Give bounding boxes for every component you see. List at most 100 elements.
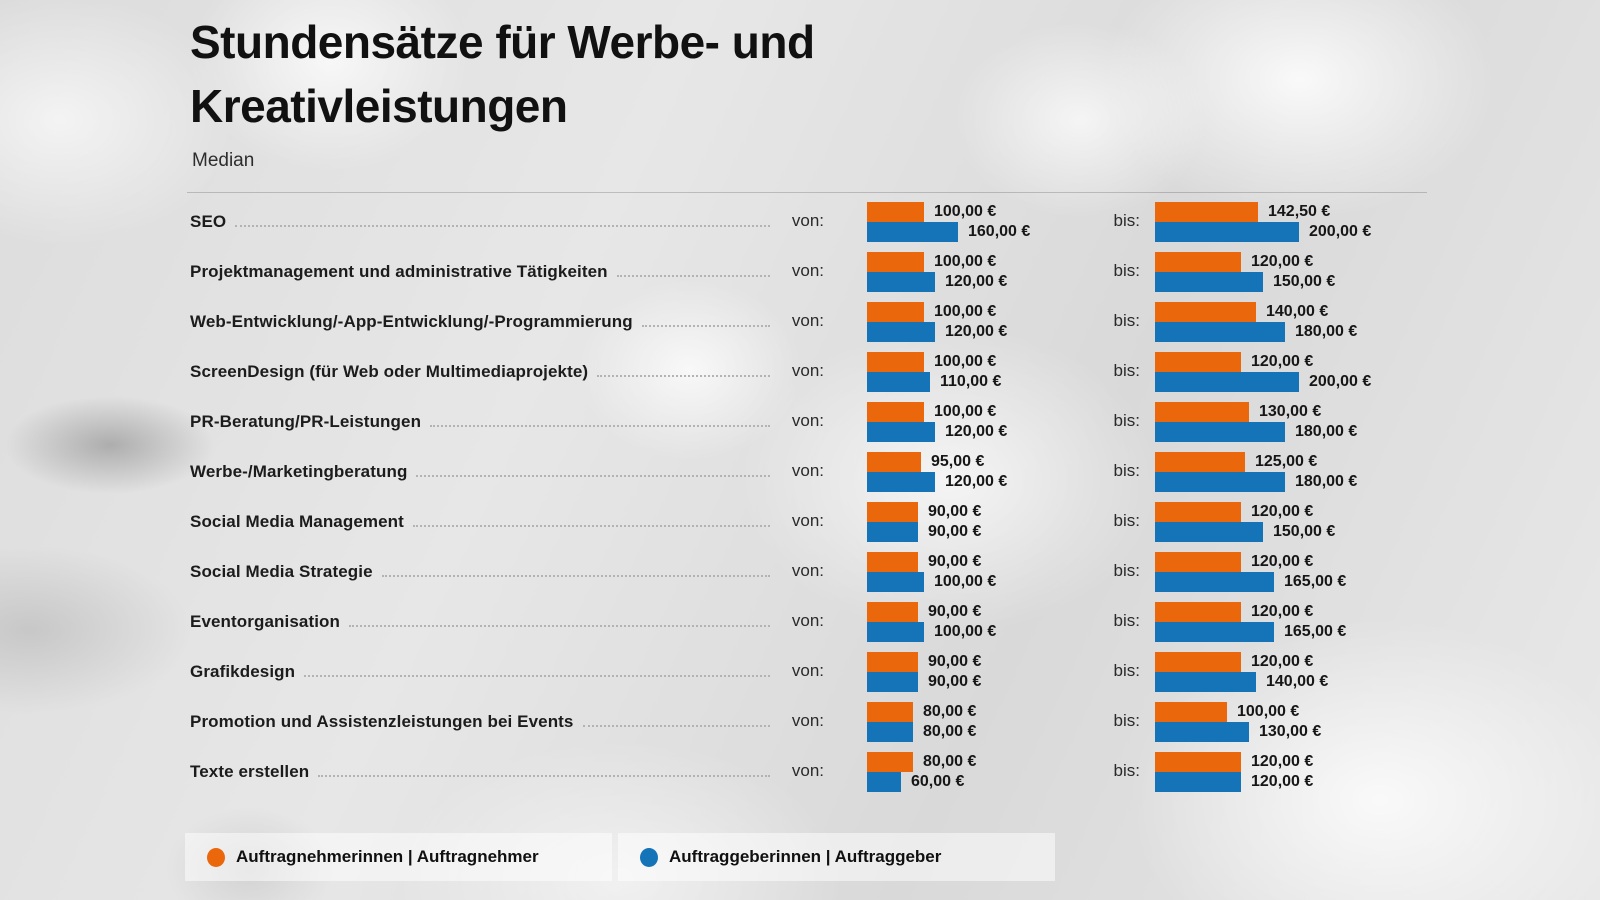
bis-client-line: 130,00 € xyxy=(1155,722,1600,742)
von-prefix: von: xyxy=(791,361,824,380)
bar-contractor-von xyxy=(867,702,913,722)
value-client-von: 80,00 € xyxy=(923,723,977,740)
category: SEO xyxy=(190,212,780,232)
von-contractor-line: 100,00 € xyxy=(867,402,1104,422)
bis-client-line: 200,00 € xyxy=(1155,372,1600,392)
bis-bar-group: 120,00 € 165,00 € xyxy=(1140,552,1600,592)
value-client-bis: 150,00 € xyxy=(1273,523,1336,540)
bar-contractor-von xyxy=(867,552,918,572)
leader-dots xyxy=(349,625,770,627)
leader-dots xyxy=(318,775,770,777)
bis-bar-group: 140,00 € 180,00 € xyxy=(1140,302,1600,342)
value-client-bis: 180,00 € xyxy=(1295,473,1358,490)
bar-contractor-von xyxy=(867,452,921,472)
legend-label-client: Auftraggeberinnen | Auftraggeber xyxy=(669,847,942,866)
value-contractor-bis: 142,50 € xyxy=(1268,203,1331,220)
value-client-von: 160,00 € xyxy=(968,223,1031,240)
bis-prefix: bis: xyxy=(1113,561,1140,580)
category: Werbe-/Marketingberatung xyxy=(190,462,780,482)
von-client-line: 160,00 € xyxy=(867,222,1104,242)
bar-client-von xyxy=(867,722,913,742)
chart-row: Grafikdesign von: 90,00 € 90,00 € bis: 1… xyxy=(190,647,1600,697)
bis-prefix: bis: xyxy=(1113,261,1140,280)
value-contractor-von: 90,00 € xyxy=(928,603,982,620)
bar-client-von xyxy=(867,772,901,792)
bar-contractor-von xyxy=(867,352,924,372)
bis-contractor-line: 120,00 € xyxy=(1155,752,1600,772)
bar-contractor-von xyxy=(867,652,918,672)
value-client-von: 100,00 € xyxy=(934,573,997,590)
bar-client-bis xyxy=(1155,372,1299,392)
leader-dots xyxy=(304,675,770,677)
bis-prefix: bis: xyxy=(1113,211,1140,230)
bar-contractor-bis xyxy=(1155,552,1241,572)
value-contractor-bis: 130,00 € xyxy=(1259,403,1322,420)
bis-contractor-line: 100,00 € xyxy=(1155,702,1600,722)
bis-bar-group: 120,00 € 120,00 € xyxy=(1140,752,1600,792)
bis-client-line: 150,00 € xyxy=(1155,272,1600,292)
value-client-von: 120,00 € xyxy=(945,473,1008,490)
von-bar-group: 80,00 € 80,00 € xyxy=(824,702,1104,742)
bar-contractor-von xyxy=(867,752,913,772)
bis-client-line: 150,00 € xyxy=(1155,522,1600,542)
bar-client-bis xyxy=(1155,322,1285,342)
chart-legend: Auftragnehmerinnen | Auftragnehmer Auftr… xyxy=(185,833,1055,881)
bis-bar-group: 120,00 € 200,00 € xyxy=(1140,352,1600,392)
value-contractor-bis: 120,00 € xyxy=(1251,653,1314,670)
value-client-bis: 120,00 € xyxy=(1251,773,1314,790)
von-bar-group: 90,00 € 90,00 € xyxy=(824,502,1104,542)
value-client-bis: 165,00 € xyxy=(1284,623,1347,640)
value-client-bis: 130,00 € xyxy=(1259,723,1322,740)
von-prefix: von: xyxy=(791,761,824,780)
bar-contractor-von xyxy=(867,302,924,322)
category-label: Texte erstellen xyxy=(190,762,310,781)
von-contractor-line: 90,00 € xyxy=(867,502,1104,522)
value-contractor-von: 95,00 € xyxy=(931,453,985,470)
von-client-line: 120,00 € xyxy=(867,472,1104,492)
leader-dots xyxy=(412,525,770,527)
category: Social Media Management xyxy=(190,512,780,532)
bar-client-von xyxy=(867,622,924,642)
bis-contractor-line: 120,00 € xyxy=(1155,652,1600,672)
von-prefix: von: xyxy=(791,611,824,630)
value-contractor-von: 90,00 € xyxy=(928,503,982,520)
bis-contractor-line: 130,00 € xyxy=(1155,402,1600,422)
chart-row: Texte erstellen von: 80,00 € 60,00 € bis… xyxy=(190,747,1600,797)
von-client-line: 90,00 € xyxy=(867,672,1104,692)
bar-client-von xyxy=(867,422,935,442)
category: Promotion und Assistenzleistungen bei Ev… xyxy=(190,712,780,732)
bar-contractor-bis xyxy=(1155,402,1249,422)
category-label: Eventorganisation xyxy=(190,612,341,631)
category-label: Social Media Management xyxy=(190,512,404,531)
value-contractor-von: 100,00 € xyxy=(934,403,997,420)
von-prefix: von: xyxy=(791,711,824,730)
category: Projektmanagement und administrative Tät… xyxy=(190,262,780,282)
bar-contractor-bis xyxy=(1155,452,1245,472)
von-prefix: von: xyxy=(791,411,824,430)
bar-client-bis xyxy=(1155,772,1241,792)
von-bar-group: 90,00 € 100,00 € xyxy=(824,552,1104,592)
bis-bar-group: 120,00 € 150,00 € xyxy=(1140,252,1600,292)
bar-client-von xyxy=(867,522,918,542)
title-line-2: Kreativleistungen xyxy=(190,80,568,132)
bis-prefix: bis: xyxy=(1113,411,1140,430)
category-label: SEO xyxy=(190,212,227,231)
value-client-bis: 165,00 € xyxy=(1284,573,1347,590)
legend-dot-client-icon xyxy=(640,847,658,867)
chart-row: Projektmanagement und administrative Tät… xyxy=(190,247,1600,297)
bar-client-bis xyxy=(1155,272,1263,292)
value-contractor-von: 80,00 € xyxy=(923,753,977,770)
chart-rows: SEO von: 100,00 € 160,00 € bis: 142,50 €… xyxy=(190,197,1600,797)
bis-client-line: 180,00 € xyxy=(1155,472,1600,492)
chart-row: Web-Entwicklung/-App-Entwicklung/-Progra… xyxy=(190,297,1600,347)
von-client-line: 120,00 € xyxy=(867,422,1104,442)
bis-client-line: 180,00 € xyxy=(1155,422,1600,442)
bis-client-line: 165,00 € xyxy=(1155,572,1600,592)
leader-dots xyxy=(416,475,770,477)
von-bar-group: 95,00 € 120,00 € xyxy=(824,452,1104,492)
bar-contractor-von xyxy=(867,602,918,622)
von-client-line: 90,00 € xyxy=(867,522,1104,542)
chart-row: ScreenDesign (für Web oder Multimediapro… xyxy=(190,347,1600,397)
value-client-bis: 150,00 € xyxy=(1273,273,1336,290)
